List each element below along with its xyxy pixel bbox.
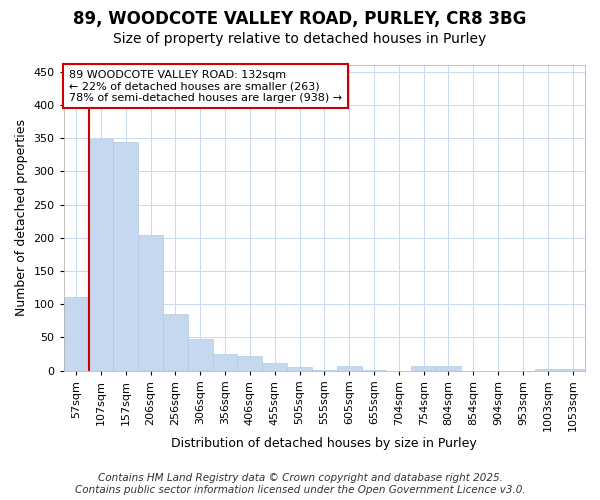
- Bar: [138, 235, 163, 370]
- Text: 89 WOODCOTE VALLEY ROAD: 132sqm
← 22% of detached houses are smaller (263)
78% o: 89 WOODCOTE VALLEY ROAD: 132sqm ← 22% of…: [69, 70, 342, 103]
- Bar: [163, 314, 188, 370]
- Bar: [238, 356, 262, 370]
- Text: 89, WOODCOTE VALLEY ROAD, PURLEY, CR8 3BG: 89, WOODCOTE VALLEY ROAD, PURLEY, CR8 3B…: [73, 10, 527, 28]
- Y-axis label: Number of detached properties: Number of detached properties: [15, 120, 28, 316]
- Bar: [411, 366, 436, 370]
- Bar: [89, 139, 113, 370]
- Bar: [287, 366, 312, 370]
- Bar: [436, 366, 461, 370]
- Bar: [212, 354, 238, 370]
- Bar: [560, 368, 585, 370]
- Bar: [535, 368, 560, 370]
- Text: Size of property relative to detached houses in Purley: Size of property relative to detached ho…: [113, 32, 487, 46]
- Bar: [188, 340, 212, 370]
- Text: Contains HM Land Registry data © Crown copyright and database right 2025.
Contai: Contains HM Land Registry data © Crown c…: [74, 474, 526, 495]
- Bar: [337, 366, 362, 370]
- Bar: [64, 297, 89, 370]
- Bar: [262, 364, 287, 370]
- Bar: [113, 142, 138, 370]
- X-axis label: Distribution of detached houses by size in Purley: Distribution of detached houses by size …: [172, 437, 477, 450]
